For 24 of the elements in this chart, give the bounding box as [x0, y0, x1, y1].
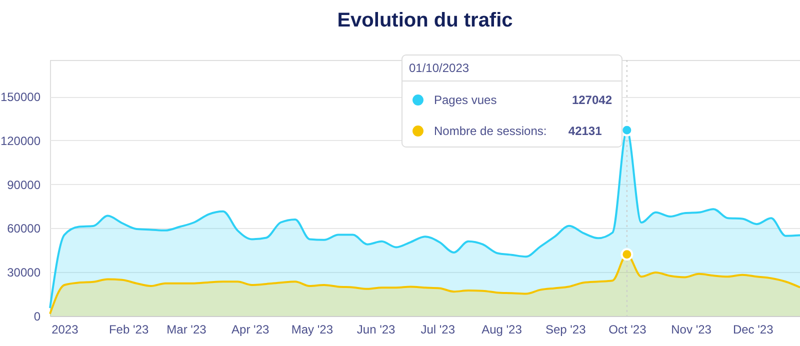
x-tick-label: Dec '23: [732, 322, 774, 336]
chart-title: Evolution du trafic: [337, 10, 513, 32]
x-tick-label: Nov '23: [671, 322, 712, 336]
legend-label: Pages vues: [434, 93, 497, 107]
y-tick-label: 150000: [0, 90, 41, 104]
x-tick-label: Mar '23: [166, 322, 207, 336]
y-tick-label: 30000: [7, 266, 41, 280]
x-tick-label: Jul '23: [420, 322, 456, 336]
x-tick-label: Aug '23: [482, 322, 522, 336]
x-tick-label: Jun '23: [356, 322, 396, 336]
x-tick-label: 2023: [52, 322, 79, 336]
x-tick-label: Apr '23: [232, 322, 270, 336]
annotation: 127042: [572, 93, 612, 107]
annotation: 01/10/2023: [409, 61, 470, 75]
annotation: 42131: [568, 124, 602, 138]
y-tick-label: 60000: [7, 222, 41, 236]
y-tick-label: 90000: [7, 178, 41, 192]
x-tick-label: Feb '23: [108, 322, 149, 336]
legend-label: Nombre de sessions:: [434, 124, 547, 138]
x-tick-label: May '23: [291, 322, 334, 336]
y-tick-label: 120000: [0, 134, 41, 148]
x-tick-label: Oct '23: [608, 322, 647, 336]
y-tick-label: 0: [34, 310, 41, 324]
x-tick-label: Sep '23: [545, 322, 586, 336]
